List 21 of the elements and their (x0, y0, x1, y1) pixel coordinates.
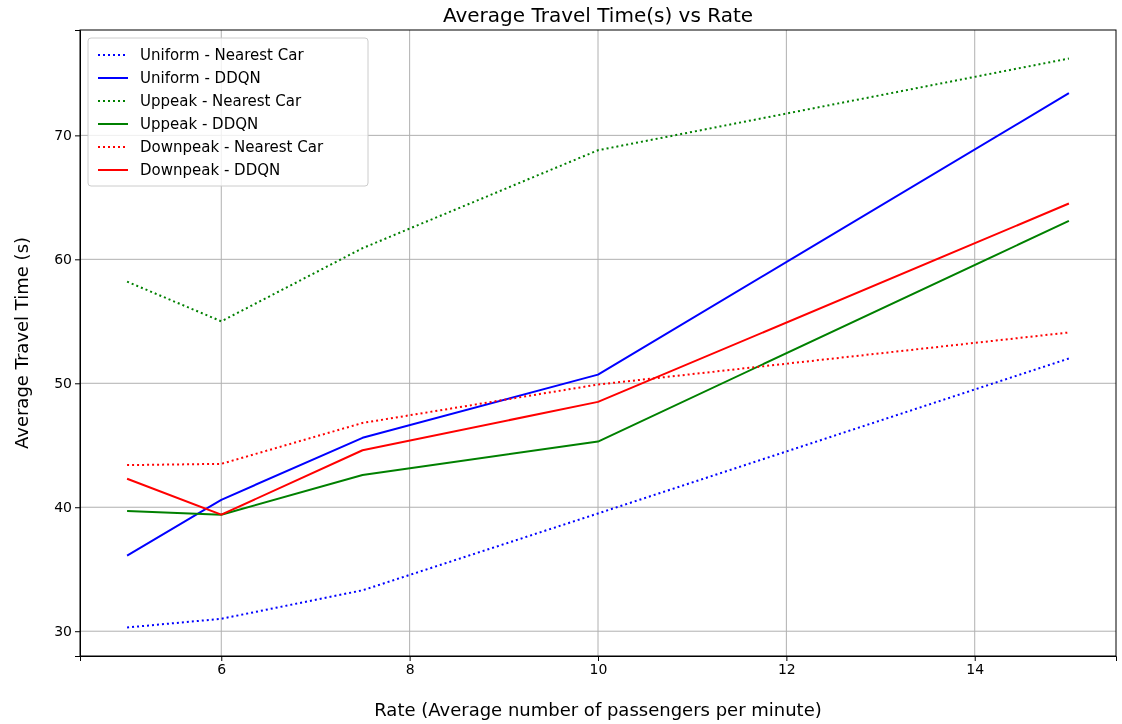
legend-label: Uppeak - Nearest Car (140, 92, 302, 110)
y-tick-label: 60 (54, 251, 72, 268)
y-axis-title: Average Travel Time (s) (11, 236, 32, 450)
x-tick-label: 14 (966, 660, 985, 677)
chart-title: Average Travel Time(s) vs Rate (442, 3, 754, 27)
legend-label: Downpeak - Nearest Car (140, 138, 324, 156)
x-tick-label: 10 (589, 660, 608, 677)
y-tick-label: 40 (54, 499, 72, 516)
y-tick-label: 70 (54, 127, 72, 144)
legend-label: Downpeak - DDQN (140, 161, 281, 179)
y-tick-label: 50 (54, 375, 72, 392)
line-series (126, 92, 1070, 557)
x-tick-label: 6 (217, 660, 227, 677)
legend-label: Uppeak - DDQN (140, 115, 259, 133)
x-axis-title: Rate (Average number of passengers per minute) (374, 699, 822, 720)
legend-label: Uniform - Nearest Car (140, 46, 305, 64)
x-tick-label: 8 (405, 660, 415, 677)
x-tick-label: 12 (777, 660, 796, 677)
y-tick-label: 30 (54, 623, 72, 640)
line-series (126, 357, 1070, 629)
legend-label: Uniform - DDQN (140, 69, 261, 87)
